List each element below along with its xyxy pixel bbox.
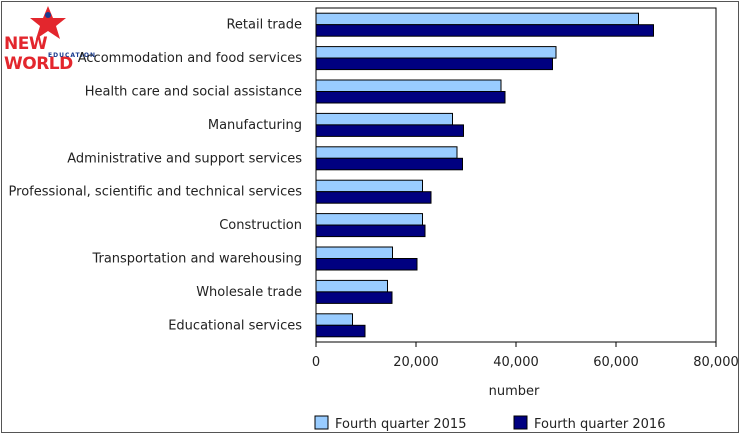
category-label: Transportation and warehousing: [91, 252, 302, 267]
bar-2016: [315, 124, 464, 137]
x-tick-label: 20,000: [393, 355, 439, 370]
category-label: Construction: [219, 218, 302, 233]
category-label: Accommodation and food services: [78, 51, 302, 66]
x-tick-label: 40,000: [493, 355, 539, 370]
bar-2016: [315, 258, 418, 271]
legend-swatch-2016: [513, 415, 528, 430]
category-label: Retail trade: [226, 18, 302, 33]
legend-label: Fourth quarter 2015: [335, 417, 466, 432]
bar-2016: [315, 291, 393, 304]
bar-2015: [315, 79, 502, 92]
bar-2015: [315, 12, 639, 26]
bar-2015: [315, 112, 453, 126]
category-label: Educational services: [168, 318, 302, 333]
legend: Fourth quarter 2015 Fourth quarter 2016: [314, 415, 665, 432]
bar-2015: [315, 279, 388, 293]
star-figure-icon: [30, 6, 66, 39]
bar-2015: [315, 179, 423, 193]
category-label: Professional, scientific and technical s…: [9, 185, 303, 200]
bar-2016: [315, 91, 506, 104]
bar-2016: [315, 24, 654, 37]
logo-subtext: EDUCATION: [48, 52, 96, 59]
logo-text: NEW WORLD: [4, 34, 73, 74]
bar-2015: [315, 213, 423, 226]
x-tick-label: 80,000: [693, 355, 739, 370]
bar-2015: [315, 46, 557, 59]
category-label: Wholesale trade: [196, 285, 302, 300]
bar-2016: [315, 157, 463, 171]
bar-2016: [315, 57, 553, 71]
x-tick-label: 60,000: [593, 355, 639, 370]
new-world-education-logo: NEW WORLD EDUCATION: [4, 6, 104, 74]
bar-2016: [315, 191, 432, 204]
category-label: Administrative and support services: [67, 151, 302, 166]
bar-2015: [315, 246, 393, 259]
legend-label: Fourth quarter 2016: [534, 417, 665, 432]
bar-2016: [315, 224, 426, 238]
category-label: Manufacturing: [208, 118, 302, 133]
legend-swatch-2015: [314, 415, 329, 430]
category-label: Health care and social assistance: [85, 85, 302, 100]
x-tick-label: 0: [312, 355, 320, 370]
bar-2015: [315, 313, 353, 326]
x-axis-label: number: [489, 384, 540, 399]
bar-2016: [315, 324, 366, 338]
bar-2015: [315, 146, 458, 159]
